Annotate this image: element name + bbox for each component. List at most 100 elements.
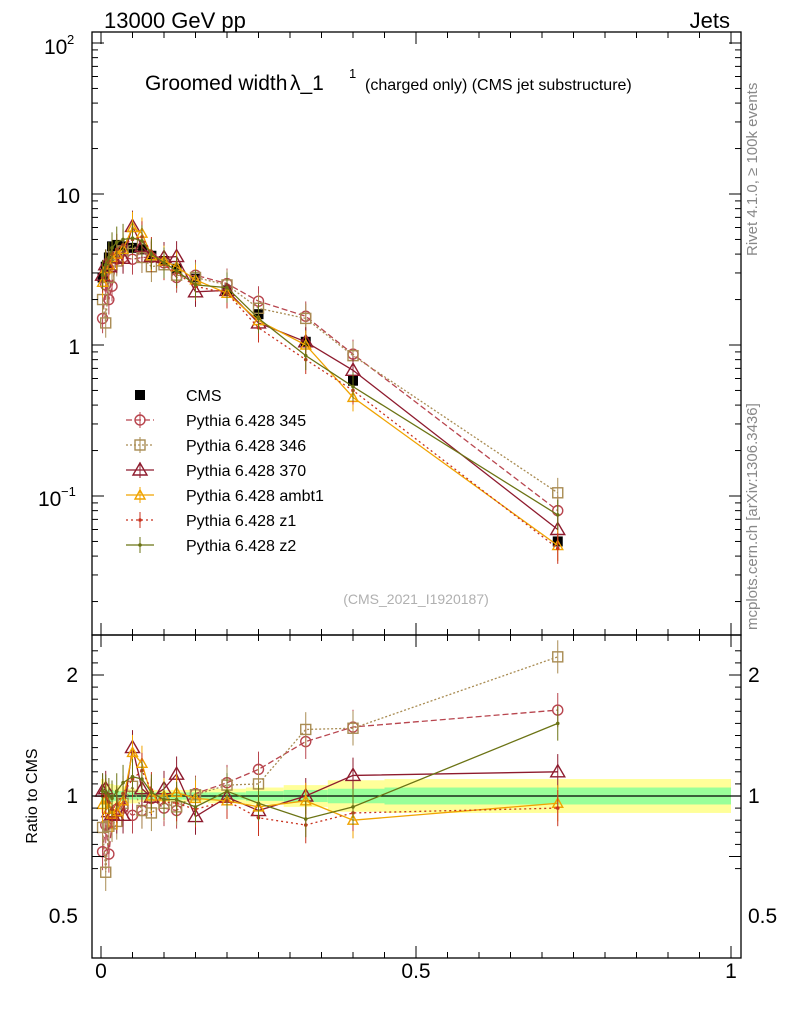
series-point-z2 [193,805,198,809]
legend-entry-z1: Pythia 6.428 z1 [126,512,296,530]
ratio-ytick-2-left: 2 [66,664,78,687]
series-point-z2 [110,796,114,801]
series-point-z2 [174,269,179,273]
legend-marker-z1 [138,518,142,522]
ratio-ytick-0.5-right: 0.5 [748,905,777,928]
legend-entry-p345: Pythia 6.428 345 [126,412,306,430]
series-point-z2 [130,236,135,240]
series-point-z2 [121,237,125,242]
series-point-z2 [100,273,105,277]
legend-label-cms: CMS [186,388,222,405]
series-point-z2 [149,252,154,256]
series-point-z2 [193,283,198,287]
series-line-p346 [101,656,558,873]
series-cms [97,239,563,547]
series-point-z1 [555,546,560,551]
main-title-symbol: λ_1 [290,72,324,95]
legend-label-ambt1: Pythia 6.428 ambt1 [186,488,324,505]
series-point-z2 [140,238,144,243]
series-z1 [100,221,560,564]
legend-label-z1: Pythia 6.428 z1 [186,513,296,530]
series-point-p346 [100,866,112,878]
main-subtitle: (charged only) (CMS jet substructure) [365,77,632,94]
series-point-p370 [549,763,566,778]
main-ytick-100-exp: 2 [67,32,74,47]
legend-entry-p346: Pythia 6.428 346 [126,437,306,455]
legend-entry-cms: CMS [135,388,222,405]
series-point-z1 [555,806,560,810]
series-point-z2 [107,255,111,260]
series-point-z2 [130,774,135,779]
series-line-z2 [101,237,559,516]
series-point-ambt1 [126,745,139,758]
legend-marker-z2 [138,543,142,547]
legend-entry-p370: Pythia 6.428 370 [126,461,306,480]
ratio-plot-series [94,640,566,891]
main-ytick-10: 10 [57,185,80,208]
series-point-p346 [347,722,359,734]
series-p345 [96,242,564,526]
series-point-p345 [103,293,115,306]
plot-texts: Groomed width λ_1 1 (charged only) (CMS … [24,32,777,983]
series-point-z2 [100,789,105,793]
series-line-ambt1 [101,226,559,547]
series-point-p346 [300,723,312,736]
series-point-z2 [174,797,179,802]
xtick-0.5: 0.5 [401,960,430,983]
series-p346 [96,227,564,508]
series-line-z1 [101,236,559,549]
legend-marker-p346 [134,439,146,451]
series-point-z2 [555,513,560,517]
series-point-z2 [110,246,114,250]
legend-marker-p370 [131,461,149,476]
series-point-p346 [100,317,112,329]
main-ytick-0.1-base: 10 [38,488,61,511]
series-point-z2 [351,805,355,809]
series-point-z2 [256,316,261,321]
ratio-ytick-1-left: 1 [66,785,78,808]
series-point-z2 [162,261,166,265]
series-point-z2 [114,789,119,793]
series-z2 [100,706,560,838]
legend-label-p346: Pythia 6.428 346 [186,438,306,455]
series-z2 [100,222,560,531]
series-point-z2 [149,790,154,795]
series-point-z2 [303,353,308,358]
main-ytick-0.1-exp: −1 [61,484,76,499]
main-plot-series [94,210,566,564]
main-ytick-1: 1 [68,336,80,359]
main-title-superscript: 1 [349,66,356,81]
legend-label-p345: Pythia 6.428 345 [186,413,306,430]
series-point-z2 [103,262,108,267]
series-point-z2 [555,721,560,726]
series-point-p346 [552,651,564,663]
series-point-z2 [256,801,261,806]
legend-marker-ambt1 [133,488,147,500]
ratio-ytick-2-right: 2 [748,664,760,687]
series-point-p370 [344,767,362,782]
legend-entry-z2: Pythia 6.428 z2 [126,537,296,555]
series-point-z2 [107,794,111,798]
xtick-0: 0 [95,960,107,983]
series-point-p370 [114,806,132,822]
ratio-ylabel: Ratio to CMS [24,748,41,843]
series-line-p370 [101,224,559,531]
series-point-z2 [351,384,355,389]
series-point-z2 [140,777,144,781]
legend-label-z2: Pythia 6.428 z2 [186,538,296,555]
legend-entry-ambt1: Pythia 6.428 ambt1 [126,487,324,505]
series-point-z2 [225,285,229,290]
legend-marker-p345 [134,414,146,426]
plot-frames [91,31,742,959]
series-point-p345 [103,848,115,860]
series-line-z1 [102,769,558,826]
legend-marker-cms [135,390,145,400]
series-p346 [96,640,564,891]
ratio-ytick-0.5-left: 0.5 [49,905,78,928]
series-point-z2 [103,790,108,795]
series-point-p346 [300,312,312,325]
analysis-watermark: (CMS_2021_I1920187) [343,591,489,607]
series-point-z2 [303,817,308,821]
series-point-z2 [121,780,125,785]
